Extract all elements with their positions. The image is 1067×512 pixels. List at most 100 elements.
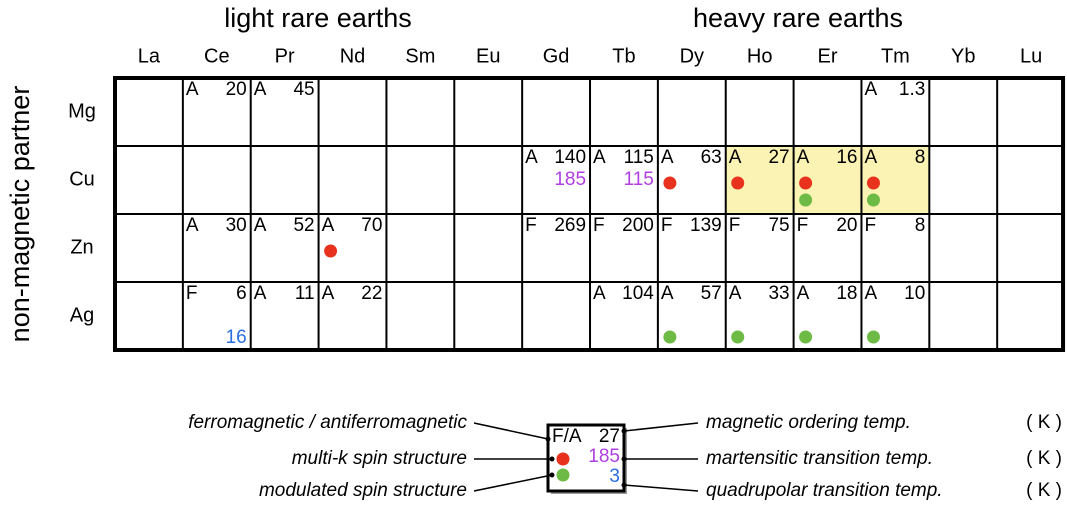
temp: 75 [768, 215, 789, 236]
multi-k-dot [324, 244, 338, 258]
modulated-dot [866, 330, 880, 344]
multi-k-dot [663, 176, 677, 190]
column-label: Ce [204, 45, 230, 67]
temp: 57 [701, 283, 722, 304]
type: F [593, 215, 605, 236]
temp: 33 [768, 283, 789, 304]
leader-dot [621, 428, 627, 434]
column-label: Eu [476, 45, 500, 67]
type: F [729, 215, 741, 236]
type: F [864, 215, 876, 236]
multi-k-dot [731, 176, 745, 190]
temp: 8 [915, 147, 926, 168]
legend-temp: 27 [599, 426, 620, 447]
type: A [661, 147, 674, 168]
legend-red-dot [556, 452, 570, 466]
legend-martensitic: 185 [588, 446, 620, 467]
temp: 70 [361, 215, 382, 236]
temp: 45 [293, 79, 314, 100]
temp: 27 [768, 147, 789, 168]
type: F [186, 283, 198, 304]
legend-quadrupolar: 3 [609, 466, 620, 487]
temp: 200 [622, 215, 654, 236]
row-label: Cu [69, 168, 95, 190]
column-label: Pr [275, 45, 295, 67]
temp: 6 [236, 283, 247, 304]
column-label: Ho [747, 45, 773, 67]
temp: 269 [554, 215, 586, 236]
leader [473, 422, 549, 440]
group-label: light rare earths [224, 3, 412, 33]
temp: 139 [690, 215, 722, 236]
martensitic: 115 [624, 169, 654, 190]
temp: 104 [622, 283, 654, 304]
leader-dot [545, 436, 551, 442]
column-label: Lu [1020, 45, 1042, 67]
quadrupolar: 16 [226, 327, 247, 348]
type: A [322, 215, 335, 236]
leader [473, 474, 553, 492]
row-label: Zn [70, 236, 93, 258]
legend-green-dot [556, 468, 570, 482]
type: A [254, 283, 267, 304]
column-label: Sm [405, 45, 435, 67]
column-label: Dy [680, 45, 704, 67]
row-label: Ag [70, 304, 94, 326]
column-label: Er [818, 45, 838, 67]
type: A [661, 283, 674, 304]
modulated-dot [866, 193, 880, 207]
temp: 20 [836, 215, 857, 236]
type: F [797, 215, 809, 236]
temp: 115 [624, 147, 654, 168]
row-label: Mg [68, 100, 96, 122]
temp: 11 [295, 283, 315, 304]
temp: 8 [915, 215, 926, 236]
type: A [254, 79, 267, 100]
legend-right: magnetic ordering temp. [706, 412, 911, 433]
leader-dot [621, 456, 627, 462]
type: F [661, 215, 673, 236]
legend-left: multi-k spin structure [292, 448, 467, 469]
type: A [864, 147, 877, 168]
temp: 52 [293, 215, 314, 236]
type: A [797, 283, 810, 304]
leader-dot [549, 472, 555, 478]
modulated-dot [799, 330, 813, 344]
martensitic: 185 [554, 169, 586, 190]
legend-right: quadrupolar transition temp. [706, 480, 943, 501]
leader-dot [621, 482, 627, 488]
legend-left: modulated spin structure [259, 480, 467, 501]
modulated-dot [663, 330, 677, 344]
type: A [593, 283, 606, 304]
leader [623, 422, 699, 432]
unit: ( K ) [1026, 480, 1062, 501]
column-label: Nd [340, 45, 366, 67]
type: A [797, 147, 810, 168]
legend-left: ferromagnetic / antiferromagnetic [188, 412, 467, 433]
temp: 140 [554, 147, 586, 168]
table-border [113, 76, 1066, 352]
temp: 20 [226, 79, 247, 100]
multi-k-dot [799, 176, 813, 190]
temp: 1.3 [899, 79, 925, 100]
type: A [186, 215, 199, 236]
column-label: Yb [951, 45, 975, 67]
group-label: heavy rare earths [693, 3, 903, 33]
column-label: La [138, 45, 161, 67]
temp: 10 [904, 283, 925, 304]
type: A [186, 79, 199, 100]
temp: 30 [226, 215, 247, 236]
temp: 22 [361, 283, 382, 304]
legend-type: F/A [552, 426, 582, 447]
type: A [864, 283, 877, 304]
column-label: Tm [881, 45, 910, 67]
legend-right: martensitic transition temp. [706, 448, 933, 469]
temp: 16 [836, 147, 857, 168]
type: A [729, 283, 742, 304]
type: A [254, 215, 267, 236]
temp: 18 [836, 283, 857, 304]
type: A [729, 147, 742, 168]
leader [623, 484, 699, 492]
leader-dot [549, 456, 555, 462]
